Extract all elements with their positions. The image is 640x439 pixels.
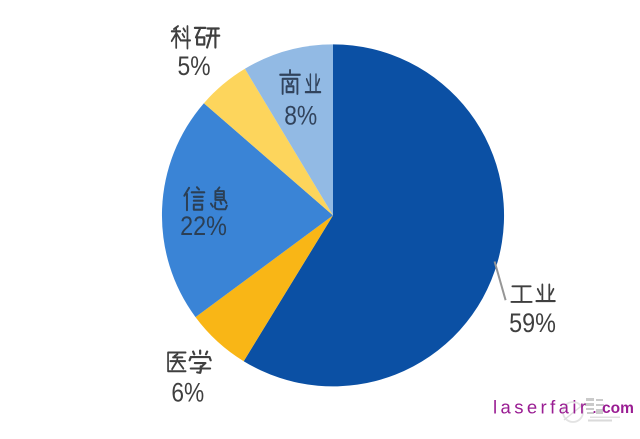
svg-text:laserfair: laserfair <box>493 396 589 417</box>
svg-text:8%: 8% <box>284 101 317 131</box>
svg-text:.: . <box>592 397 597 417</box>
svg-text:com: com <box>602 400 634 417</box>
svg-text:59%: 59% <box>509 308 556 338</box>
svg-text:6%: 6% <box>171 377 204 407</box>
svg-text:5%: 5% <box>178 51 211 81</box>
svg-text:22%: 22% <box>180 211 227 241</box>
